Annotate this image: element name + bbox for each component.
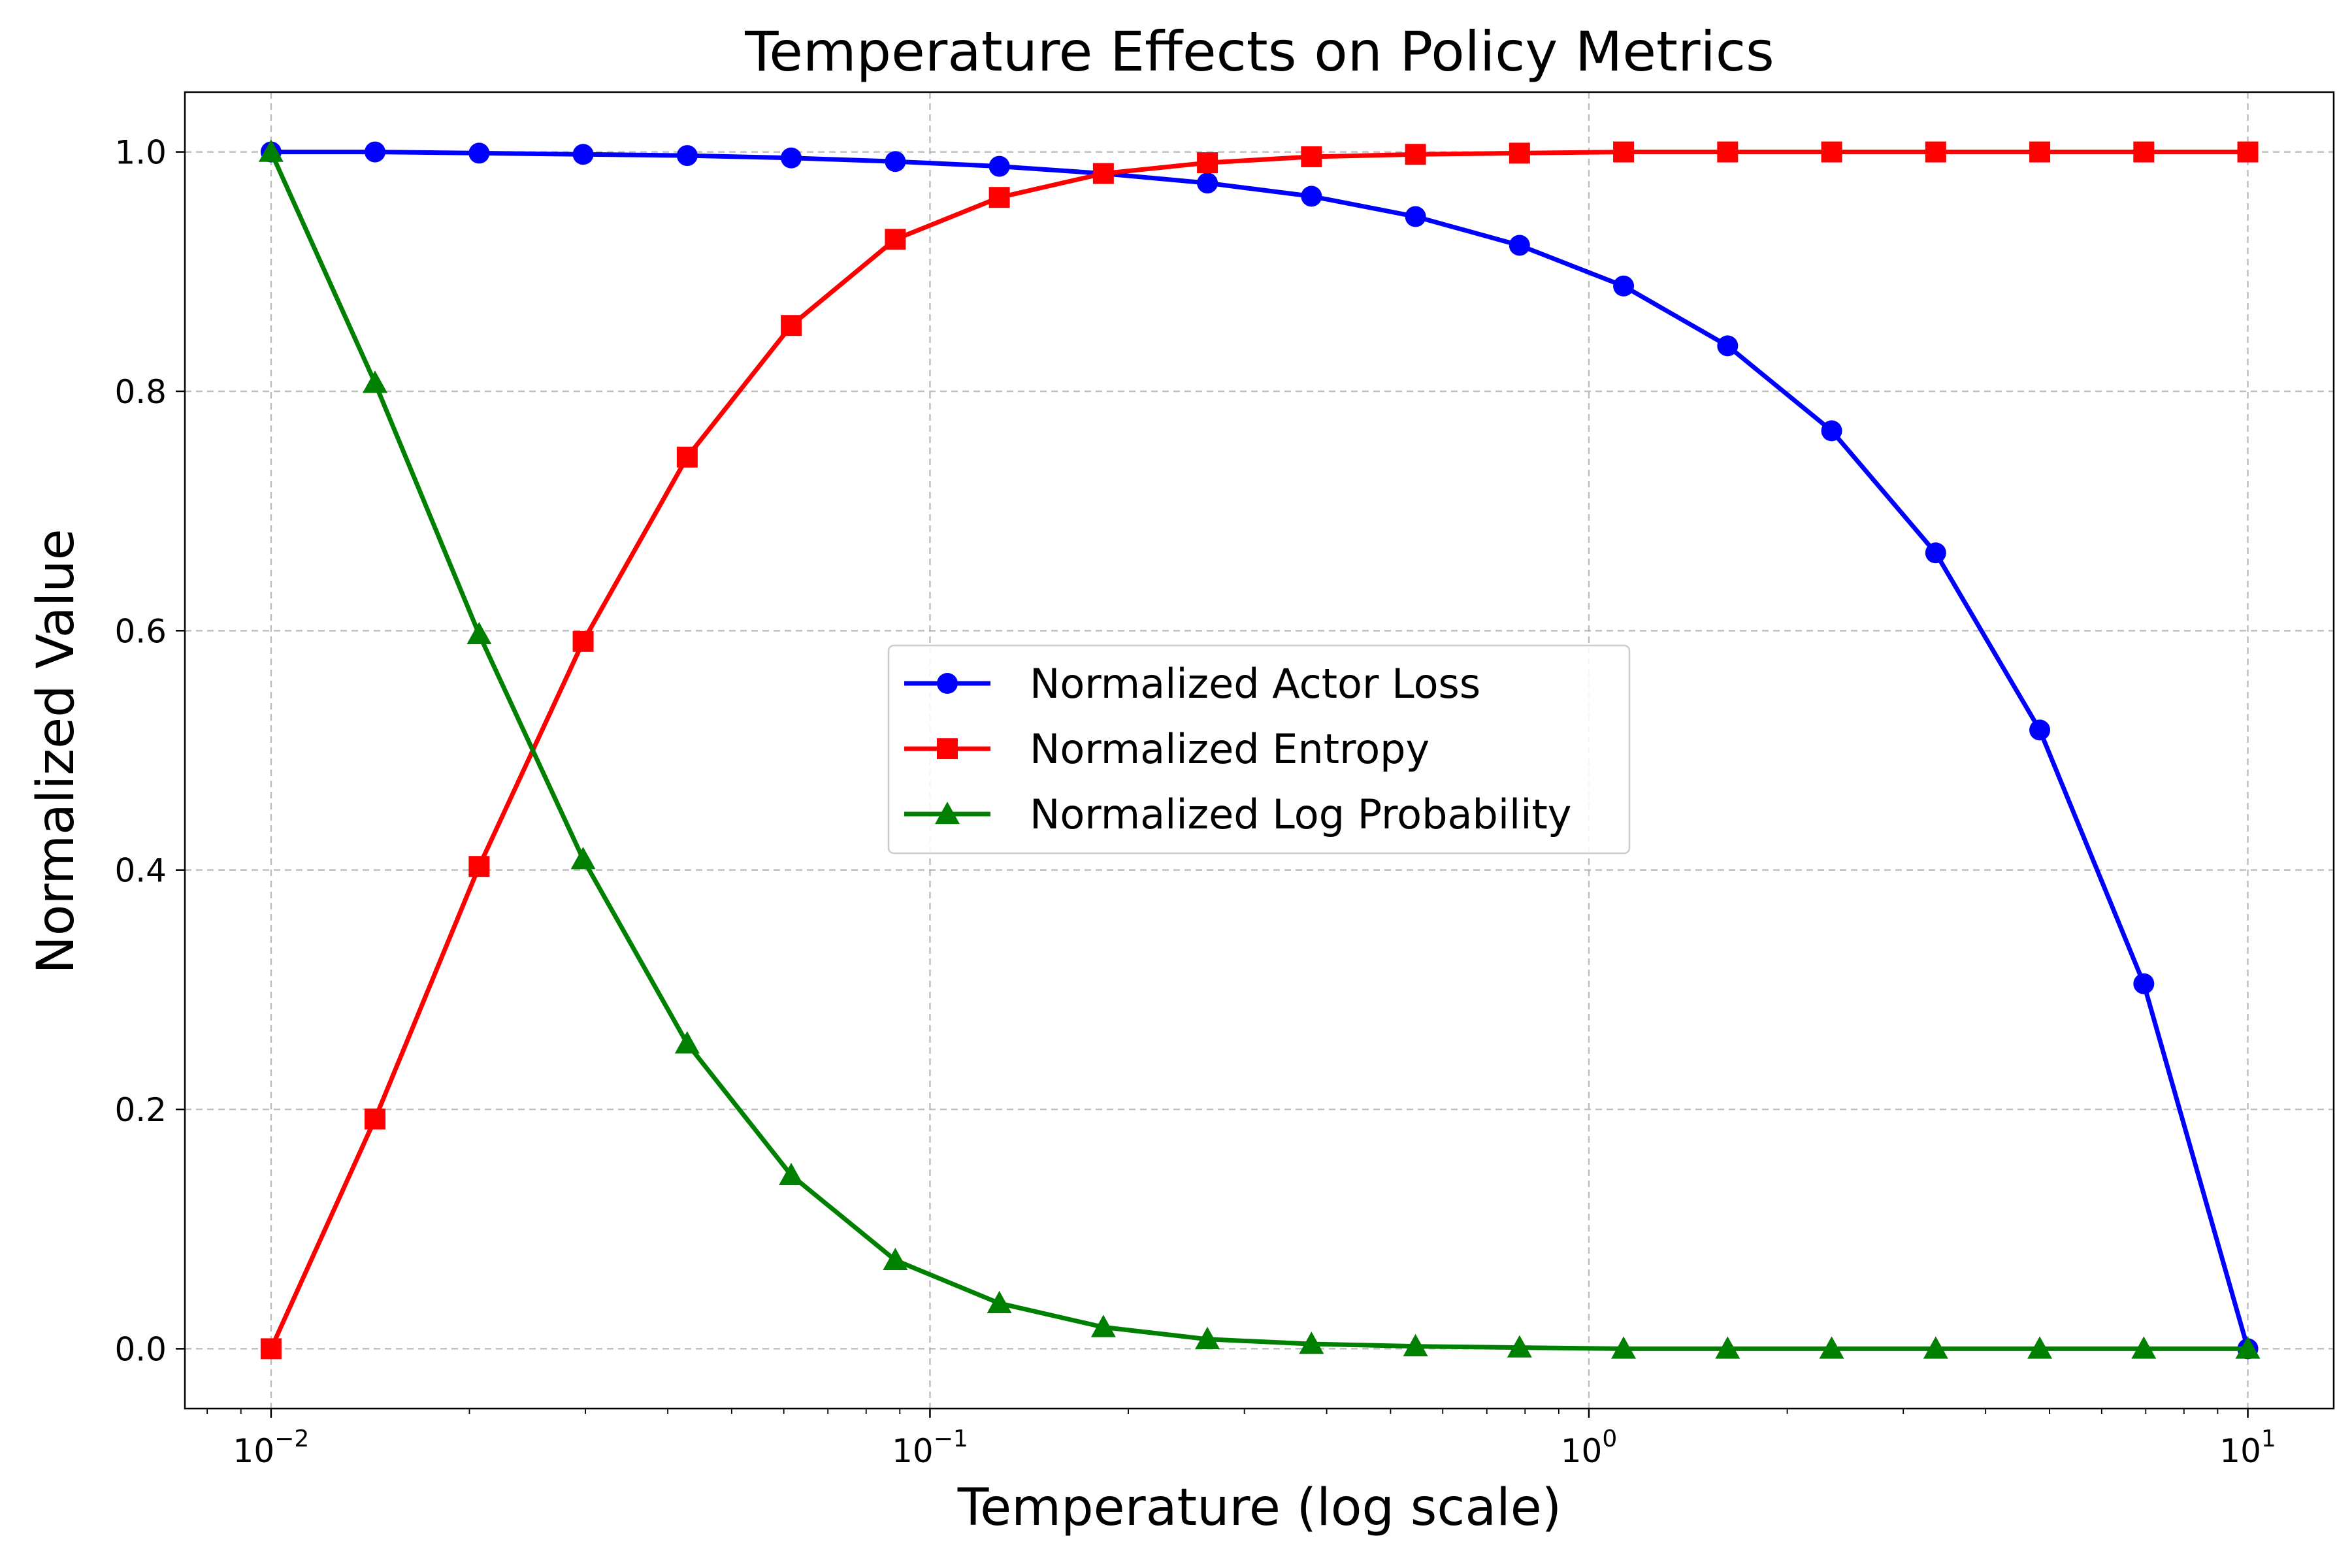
y-tick-label: 0.4 xyxy=(114,852,167,890)
x-tick-label-exponent: −2 xyxy=(274,1426,309,1452)
data-point xyxy=(1509,142,1530,164)
data-point xyxy=(779,1162,804,1185)
data-point xyxy=(1509,235,1530,256)
data-point xyxy=(258,139,284,162)
data-point xyxy=(362,370,387,393)
legend-marker xyxy=(937,673,958,694)
x-tick-label-base: 10 xyxy=(2219,1432,2261,1470)
data-point xyxy=(260,1338,282,1360)
data-point xyxy=(987,1290,1012,1313)
data-point xyxy=(364,1108,385,1130)
data-point xyxy=(1925,542,1946,564)
legend-label: Normalized Log Probability xyxy=(1030,791,1572,838)
data-point xyxy=(1717,335,1739,357)
data-point xyxy=(364,141,385,163)
legend-item: Normalized Actor Loss xyxy=(904,660,1480,708)
x-tick-label: 101 xyxy=(2219,1426,2276,1470)
data-point xyxy=(1301,146,1322,167)
data-point xyxy=(1717,141,1739,163)
data-point xyxy=(781,147,802,169)
data-point xyxy=(676,145,698,167)
data-point xyxy=(1403,1333,1428,1356)
data-point xyxy=(988,155,1010,177)
series-1 xyxy=(260,141,2259,1360)
x-tick-label-base: 10 xyxy=(233,1432,275,1470)
data-point xyxy=(2133,973,2155,994)
data-point xyxy=(468,142,490,164)
series-2 xyxy=(258,139,2261,1359)
y-tick-label: 0.2 xyxy=(114,1091,167,1129)
axis-ticks: 0.00.20.40.60.81.010−2 10−1 100 101 xyxy=(114,134,2276,1470)
data-point xyxy=(676,446,698,468)
series-layer xyxy=(258,139,2261,1360)
data-point xyxy=(570,847,596,870)
x-tick-label-base: 10 xyxy=(892,1432,934,1470)
data-point xyxy=(1715,1336,1740,1359)
data-point xyxy=(885,229,906,250)
x-axis-label: Temperature (log scale) xyxy=(957,1478,1561,1537)
data-point xyxy=(1613,141,1635,163)
data-point xyxy=(2131,1336,2157,1359)
series-line xyxy=(270,150,2250,1350)
data-point xyxy=(2235,1336,2261,1359)
legend-label: Normalized Entropy xyxy=(1030,725,1429,773)
y-tick-label: 0.0 xyxy=(114,1330,167,1368)
legend-label: Normalized Actor Loss xyxy=(1030,660,1480,708)
plot-area-frame xyxy=(184,91,2335,1410)
data-point xyxy=(1611,1336,1637,1359)
data-point xyxy=(1405,206,1426,227)
data-point xyxy=(1507,1335,1532,1358)
data-point xyxy=(674,1031,700,1054)
legend-marker xyxy=(937,738,958,759)
x-tick-label: 100 xyxy=(1561,1426,1618,1470)
data-point xyxy=(1299,1331,1324,1354)
legend-box xyxy=(887,644,1631,855)
x-tick-label-base: 10 xyxy=(1561,1432,1603,1470)
data-point xyxy=(885,151,906,172)
data-point xyxy=(1197,152,1218,174)
legend-item: Normalized Log Probability xyxy=(904,791,1572,838)
data-point xyxy=(883,1247,908,1271)
data-point xyxy=(1923,1336,1948,1359)
data-point xyxy=(1819,1336,1844,1359)
data-point xyxy=(572,630,594,652)
data-point xyxy=(1195,1326,1220,1349)
data-point xyxy=(1925,141,1946,163)
y-tick-label: 0.6 xyxy=(114,612,167,650)
x-tick-label-exponent: 0 xyxy=(1602,1426,1617,1452)
data-point xyxy=(2237,141,2259,163)
x-tick-label: 10−2 xyxy=(233,1426,310,1470)
data-point xyxy=(468,856,490,877)
data-point xyxy=(1613,275,1635,297)
series-line xyxy=(269,151,2248,1351)
data-point xyxy=(1821,420,1842,442)
data-point xyxy=(466,621,492,645)
data-point xyxy=(2133,141,2155,163)
data-point xyxy=(781,315,802,336)
data-point xyxy=(1090,1315,1116,1337)
y-tick-label: 1.0 xyxy=(114,134,167,172)
legend-item: Normalized Entropy xyxy=(904,725,1429,773)
x-tick-label: 10−1 xyxy=(892,1426,968,1470)
data-point xyxy=(2027,1336,2053,1359)
y-tick-label: 0.8 xyxy=(114,373,167,411)
data-point xyxy=(1821,141,1842,163)
y-axis-label: Normalized Value xyxy=(27,529,86,973)
data-point xyxy=(988,187,1010,208)
data-point xyxy=(572,144,594,165)
data-point xyxy=(1092,163,1114,184)
data-point xyxy=(2029,719,2051,741)
data-point xyxy=(1301,186,1322,207)
chart-title: Temperature Effects on Policy Metrics xyxy=(744,20,1774,84)
series-line xyxy=(269,150,2248,1350)
data-point xyxy=(1197,172,1218,194)
data-point xyxy=(1405,144,1426,165)
x-tick-label-exponent: 1 xyxy=(2261,1426,2276,1452)
data-point xyxy=(2029,141,2051,163)
legend: Normalized Actor Loss Normalized Entropy N… xyxy=(887,644,1631,855)
x-tick-label-exponent: −1 xyxy=(934,1426,968,1452)
legend-marker xyxy=(935,802,960,825)
